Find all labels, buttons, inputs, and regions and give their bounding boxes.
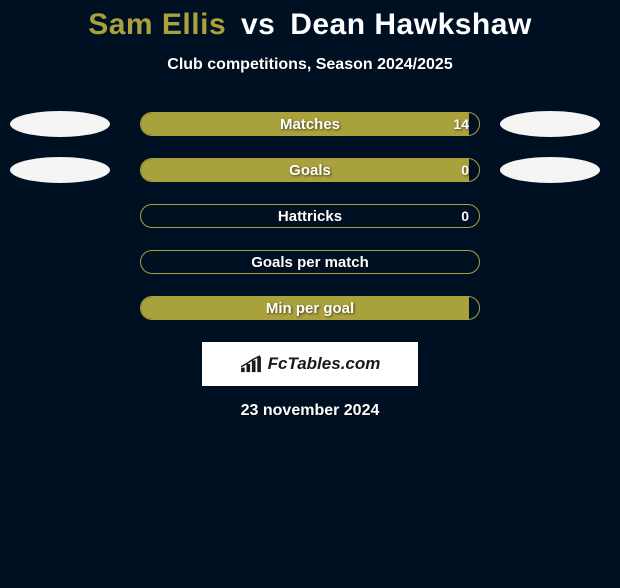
stat-row: Hattricks 0 (0, 204, 620, 228)
right-ellipse (500, 157, 600, 183)
stat-bar: Min per goal (140, 296, 480, 320)
left-ellipse (10, 157, 110, 183)
vs-text: vs (241, 8, 275, 41)
stat-bar: Goals per match (140, 250, 480, 274)
subtitle: Club competitions, Season 2024/2025 (0, 56, 620, 74)
stat-row: Goals per match (0, 250, 620, 274)
stat-right-value: 0 (461, 162, 469, 178)
stat-bar: Matches 14 (140, 112, 480, 136)
stat-row: Min per goal (0, 296, 620, 320)
right-ellipse (500, 111, 600, 137)
stat-right-value: 0 (461, 208, 469, 224)
player2-name: Dean Hawkshaw (290, 8, 532, 41)
stat-label: Goals (289, 162, 331, 179)
stat-row: Matches 14 (0, 112, 620, 136)
stat-right-value: 14 (453, 116, 469, 132)
fctables-icon (240, 355, 262, 373)
player1-name: Sam Ellis (88, 8, 226, 41)
stat-bar: Goals 0 (140, 158, 480, 182)
logo-box: FcTables.com (202, 342, 418, 386)
comparison-title: Sam Ellis vs Dean Hawkshaw (0, 8, 620, 42)
stat-label: Min per goal (266, 300, 354, 317)
logo-text: FcTables.com (268, 354, 381, 374)
stat-label: Matches (280, 116, 340, 133)
stat-bar: Hattricks 0 (140, 204, 480, 228)
stat-label: Goals per match (251, 254, 369, 271)
stat-rows: Matches 14 Goals 0 Hattricks 0 Goals per match… (0, 112, 620, 320)
stat-row: Goals 0 (0, 158, 620, 182)
date-text: 23 november 2024 (0, 402, 620, 420)
left-ellipse (10, 111, 110, 137)
stat-label: Hattricks (278, 208, 342, 225)
